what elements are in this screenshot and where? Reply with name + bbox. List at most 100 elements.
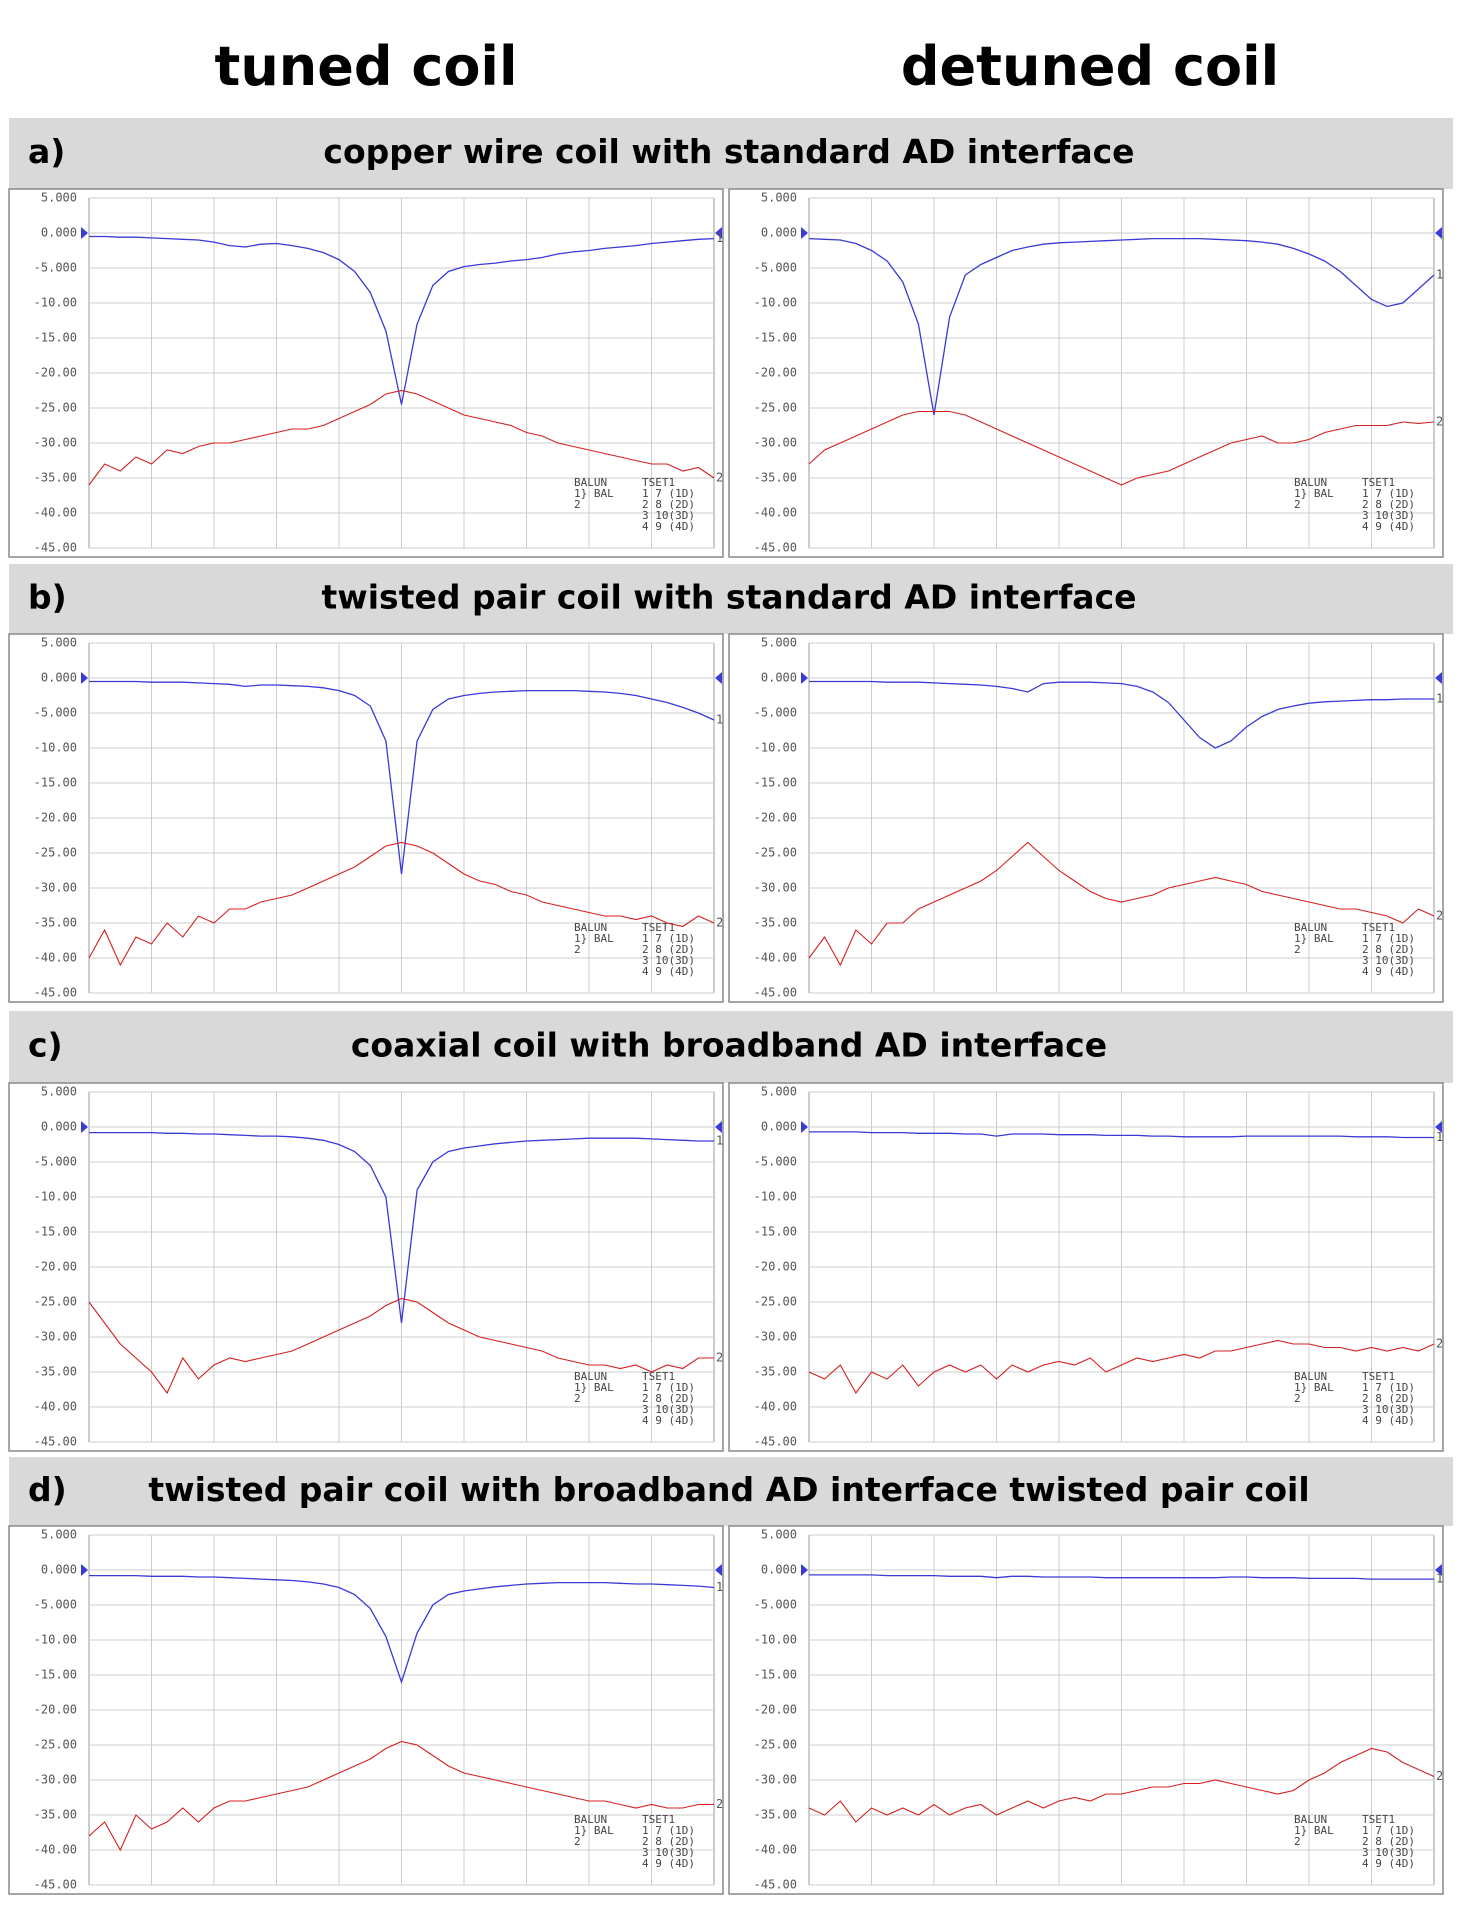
- y-tick-label: -40.00: [34, 1400, 77, 1414]
- annotation: 1 7 (1D): [1362, 932, 1415, 945]
- annotation: BALUN: [1294, 476, 1327, 489]
- y-tick-label: -35.00: [754, 1808, 797, 1822]
- series-name: 2: [1436, 1337, 1443, 1351]
- annotation: BALUN: [574, 476, 607, 489]
- panel-banner: [9, 1457, 1453, 1526]
- annotation: BALUN: [1294, 1370, 1327, 1383]
- trace: [88, 841, 715, 967]
- series-name: 2: [1436, 1769, 1443, 1783]
- y-tick-label: -40.00: [34, 951, 77, 965]
- y-tick-label: -5.000: [34, 261, 77, 275]
- annotation: 4 9 (4D): [642, 1857, 695, 1870]
- annotation: 1} BAL: [1294, 487, 1334, 500]
- y-tick-label: -5.000: [34, 706, 77, 720]
- y-tick-label: -45.00: [34, 1878, 77, 1892]
- y-tick-label: -25.00: [34, 401, 77, 415]
- series-name: 1: [716, 231, 723, 245]
- series-name: 2: [716, 1351, 723, 1365]
- annotation: TSET1: [1362, 1813, 1395, 1826]
- reference-marker: [801, 1564, 808, 1576]
- y-tick-label: -35.00: [754, 1365, 797, 1379]
- annotation: 1 7 (1D): [1362, 1381, 1415, 1394]
- reference-marker: [715, 1564, 722, 1576]
- series-name: 1: [716, 1580, 723, 1594]
- panel-label: c): [28, 1026, 63, 1065]
- annotation: 1} BAL: [1294, 1824, 1334, 1837]
- y-tick-label: -45.00: [754, 986, 797, 1000]
- y-tick-label: -10.00: [34, 296, 77, 310]
- annotation: 4 9 (4D): [642, 1414, 695, 1427]
- annotation: 2 8 (2D): [642, 498, 695, 511]
- panel-banner: [9, 564, 1453, 634]
- y-tick-label: -25.00: [34, 846, 77, 860]
- reference-marker: [801, 672, 808, 684]
- annotation: 3 10(3D): [642, 1403, 695, 1416]
- annotation: 1} BAL: [574, 1824, 614, 1837]
- y-tick-label: -20.00: [754, 1703, 797, 1717]
- y-tick-label: -20.00: [754, 811, 797, 825]
- y-tick-label: -40.00: [34, 1843, 77, 1857]
- series-name: 1: [1436, 268, 1443, 282]
- y-tick-label: 5.000: [41, 191, 77, 205]
- reference-marker: [715, 227, 722, 239]
- annotation: 2: [574, 1392, 581, 1405]
- annotation: 3 10(3D): [1362, 1403, 1415, 1416]
- annotation: 2 8 (2D): [1362, 1835, 1415, 1848]
- y-tick-label: -30.00: [34, 1773, 77, 1787]
- y-tick-label: 0.000: [41, 1120, 77, 1134]
- y-tick-label: -5.000: [754, 261, 797, 275]
- annotation: 1 7 (1D): [642, 932, 695, 945]
- y-tick-label: 0.000: [761, 1120, 797, 1134]
- y-tick-label: -40.00: [34, 506, 77, 520]
- y-tick-label: -20.00: [34, 1260, 77, 1274]
- y-tick-label: 0.000: [761, 1563, 797, 1577]
- trace: [808, 1339, 1435, 1395]
- panel-banner: [9, 1011, 1453, 1083]
- y-tick-label: -30.00: [34, 881, 77, 895]
- y-tick-label: -10.00: [34, 741, 77, 755]
- y-tick-label: -20.00: [34, 1703, 77, 1717]
- y-tick-label: -25.00: [754, 846, 797, 860]
- annotation: 3 10(3D): [1362, 954, 1415, 967]
- annotation: TSET1: [1362, 1370, 1395, 1383]
- reference-marker: [81, 1121, 88, 1133]
- trace: [809, 1574, 1434, 1580]
- annotation: BALUN: [574, 921, 607, 934]
- annotation: TSET1: [642, 1370, 675, 1383]
- annotation: 4 9 (4D): [1362, 520, 1415, 533]
- annotation: 4 9 (4D): [1362, 965, 1415, 978]
- y-tick-label: -40.00: [754, 1400, 797, 1414]
- y-tick-label: -45.00: [754, 541, 797, 555]
- annotation: 3 10(3D): [642, 954, 695, 967]
- reference-marker: [81, 227, 88, 239]
- y-tick-label: -5.000: [34, 1598, 77, 1612]
- y-tick-label: -10.00: [34, 1633, 77, 1647]
- annotation: BALUN: [574, 1813, 607, 1826]
- y-tick-label: -15.00: [754, 1225, 797, 1239]
- y-tick-label: -30.00: [34, 1330, 77, 1344]
- y-tick-label: -25.00: [34, 1738, 77, 1752]
- y-tick-label: -25.00: [754, 401, 797, 415]
- y-tick-label: -35.00: [754, 916, 797, 930]
- y-tick-label: -45.00: [34, 541, 77, 555]
- panel-label: a): [28, 132, 65, 171]
- y-tick-label: -35.00: [34, 1365, 77, 1379]
- y-tick-label: -45.00: [754, 1435, 797, 1449]
- trace: [88, 1297, 714, 1395]
- annotation: 2: [1294, 1835, 1301, 1848]
- reference-marker: [715, 1121, 722, 1133]
- y-tick-label: -35.00: [754, 471, 797, 485]
- y-tick-label: -35.00: [34, 1808, 77, 1822]
- annotation: BALUN: [1294, 1813, 1327, 1826]
- panel-label: b): [28, 578, 67, 617]
- y-tick-label: 5.000: [41, 1528, 77, 1542]
- series-name: 2: [1436, 909, 1443, 923]
- annotation: 4 9 (4D): [1362, 1414, 1415, 1427]
- reference-marker: [801, 227, 808, 239]
- annotation: 2: [574, 1835, 581, 1848]
- annotation: 2: [574, 498, 581, 511]
- trace: [809, 680, 1434, 749]
- annotation: 2: [1294, 943, 1301, 956]
- y-tick-label: 0.000: [761, 671, 797, 685]
